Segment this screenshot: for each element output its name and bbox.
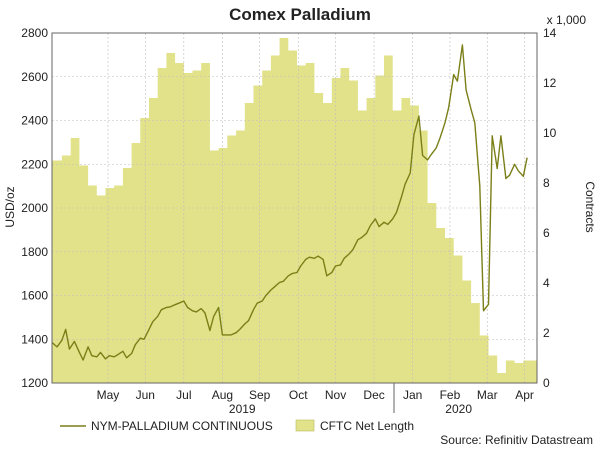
y-axis-left-title: USD/oz xyxy=(3,186,17,227)
legend-swatch-cftc xyxy=(295,419,315,432)
x-tick-month: May xyxy=(97,388,120,402)
palladium-price-line xyxy=(51,44,528,361)
x-tick-month: Jan xyxy=(403,388,422,402)
x-tick-month: Jun xyxy=(136,388,155,402)
x-tick-month: Mar xyxy=(477,388,498,402)
y-tick-left: 1200 xyxy=(21,376,48,390)
x-tick-month: Oct xyxy=(289,388,308,402)
y-tick-left: 2400 xyxy=(21,114,48,128)
y-tick-right: 4 xyxy=(543,276,550,290)
x-tick-month: Nov xyxy=(325,388,346,402)
x-tick-month: Apr xyxy=(515,388,534,402)
plot-frame xyxy=(51,32,538,384)
y-axis-right-title: Contracts xyxy=(583,181,597,232)
x-year-label: 2019 xyxy=(229,402,256,416)
chart-title: Comex Palladium xyxy=(229,5,371,24)
x-tick-month: Dec xyxy=(363,388,384,402)
x-tick-month: Jul xyxy=(176,388,191,402)
x-tick-month: Feb xyxy=(440,388,461,402)
cftc-net-length-area xyxy=(52,38,537,383)
y-tick-left: 2800 xyxy=(21,26,48,40)
y-tick-left: 1400 xyxy=(21,332,48,346)
x-year-label: 2020 xyxy=(445,402,472,416)
legend: NYM-PALLADIUM CONTINUOUS CFTC Net Length xyxy=(60,419,414,433)
x-tick-month: Sep xyxy=(249,388,271,402)
y-tick-left: 2000 xyxy=(21,201,48,215)
y-axis-right-multiplier: x 1,000 xyxy=(547,13,587,27)
x-tick-month: Aug xyxy=(212,388,233,402)
y-tick-right: 12 xyxy=(543,76,557,90)
y-tick-left: 1600 xyxy=(21,289,48,303)
plot-area: 1200 1400 1600 1800 2000 2200 2400 2600 2800 0 2 4 6… xyxy=(21,26,556,416)
source-note: Source: Refinitiv Datastream xyxy=(440,433,593,447)
y-tick-left: 1800 xyxy=(21,245,48,259)
legend-label-cftc: CFTC Net Length xyxy=(320,419,414,433)
y-tick-right: 6 xyxy=(543,226,550,240)
y-tick-right: 10 xyxy=(543,126,557,140)
y-tick-right: 8 xyxy=(543,176,550,190)
y-tick-left: 2600 xyxy=(21,70,48,84)
y-tick-right: 0 xyxy=(543,376,550,390)
legend-label-palladium: NYM-PALLADIUM CONTINUOUS xyxy=(91,419,273,433)
y-tick-left: 2200 xyxy=(21,157,48,171)
y-tick-right: 14 xyxy=(543,26,557,40)
y-tick-right: 2 xyxy=(543,326,550,340)
